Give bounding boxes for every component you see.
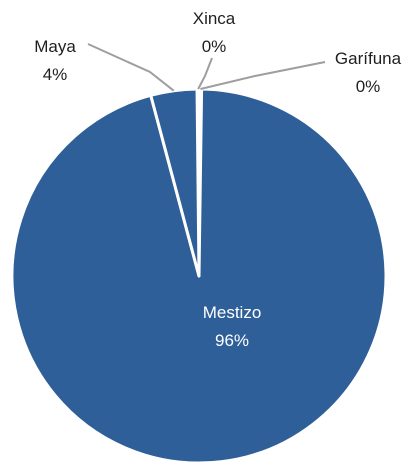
leader-line-xinca — [197, 57, 213, 90]
slice-value-xinca: 0% — [202, 37, 227, 56]
pie-slice-maya — [149, 87, 201, 278]
slice-label-maya: Maya — [34, 37, 76, 56]
leader-line-maya — [87, 43, 175, 92]
slice-value-garifuna: 0% — [356, 77, 381, 96]
slice-value-maya: 4% — [43, 65, 68, 84]
leader-line-garifuna — [200, 61, 326, 90]
slice-value-mestizo: 96% — [215, 331, 249, 350]
slice-label-xinca: Xinca — [193, 9, 236, 28]
slices-layer — [10, 87, 388, 465]
slice-label-garifuna: Garífuna — [335, 49, 402, 68]
slice-label-mestizo: Mestizo — [203, 303, 262, 322]
leader-lines-layer — [87, 43, 326, 92]
labels-layer: Mestizo 96% Maya 4% Xinca 0% Garífuna 0% — [34, 9, 401, 350]
